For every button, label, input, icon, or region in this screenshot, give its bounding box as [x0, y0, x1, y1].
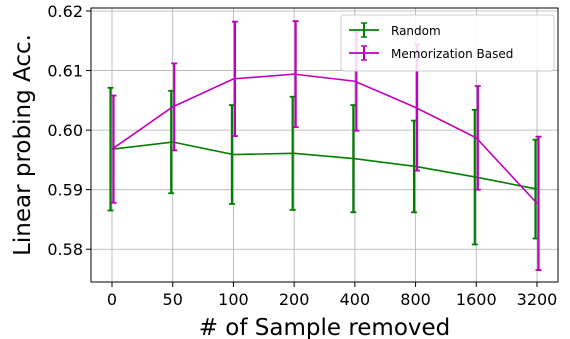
legend: Random Memorization Based	[340, 14, 555, 72]
x-tick-label: 400	[340, 290, 371, 309]
x-tick-label: 3200	[517, 290, 558, 309]
x-tick-label: 50	[163, 290, 183, 309]
y-tick-label: 0.58	[47, 240, 83, 259]
y-tick-label: 0.62	[47, 2, 83, 21]
y-tick-label: 0.61	[47, 62, 83, 81]
series-line	[111, 141, 538, 190]
series-1	[107, 86, 539, 246]
legend-label: Random	[391, 24, 441, 38]
legend-entry-2: Memorization Based	[349, 45, 513, 61]
x-axis-label: # of Sample removed	[199, 315, 451, 339]
y-axis-label: Linear probing Acc.	[10, 34, 36, 256]
legend-entry-1: Random	[349, 22, 441, 38]
series-2	[110, 20, 542, 271]
axis-ticks: 0 50 100 200 400 800 1600 3200 0.58 0.59 0.60 0.61 0…	[47, 2, 557, 309]
series-line	[111, 73, 538, 204]
y-tick-label: 0.59	[47, 181, 83, 200]
x-tick-label: 0	[107, 290, 117, 309]
x-tick-label: 1600	[456, 290, 497, 309]
y-tick-label: 0.60	[47, 121, 83, 140]
legend-box	[340, 14, 555, 72]
x-tick-label: 100	[218, 290, 249, 309]
x-tick-label: 800	[400, 290, 431, 309]
series-layer	[107, 20, 542, 271]
x-tick-label: 200	[279, 290, 310, 309]
plot-area-frame	[90, 7, 559, 283]
legend-label: Memorization Based	[391, 47, 513, 61]
